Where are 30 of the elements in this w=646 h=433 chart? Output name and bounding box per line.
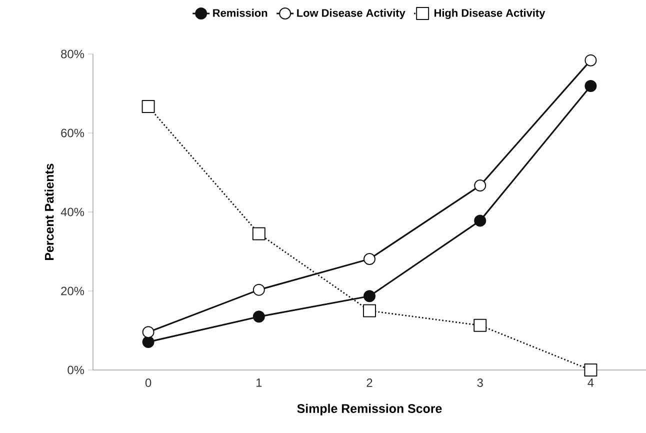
y-axis-title: Percent Patients xyxy=(44,164,54,260)
y-tick-label: 0% xyxy=(68,366,84,374)
point xyxy=(142,336,154,348)
y-tick-label: 40% xyxy=(60,208,84,216)
x-axis-title: Simple Remission Score xyxy=(297,404,442,416)
point xyxy=(364,290,376,302)
legend-label: Low Disease Activity xyxy=(297,8,406,19)
y-tick-label: 20% xyxy=(61,286,84,296)
legend-label: High Disease Activity xyxy=(434,8,546,20)
y-tick-label: 60% xyxy=(61,128,84,138)
point xyxy=(142,326,154,338)
point xyxy=(584,80,597,92)
x-tick-label: 3 xyxy=(477,378,483,387)
legend-label: Remission xyxy=(213,8,268,17)
point xyxy=(584,54,597,66)
point xyxy=(364,253,376,266)
point xyxy=(252,310,265,323)
point xyxy=(252,227,266,240)
point xyxy=(363,304,376,318)
point xyxy=(252,284,265,296)
x-tick-label: 0 xyxy=(145,378,152,387)
point xyxy=(474,214,486,227)
point xyxy=(142,100,155,114)
point xyxy=(474,180,486,192)
point xyxy=(584,364,598,376)
x-tick-label: 1 xyxy=(256,378,262,387)
x-tick-label: 4 xyxy=(588,378,594,387)
y-tick-label: 80% xyxy=(61,50,84,58)
x-tick-label: 2 xyxy=(366,378,372,387)
point xyxy=(474,318,487,332)
